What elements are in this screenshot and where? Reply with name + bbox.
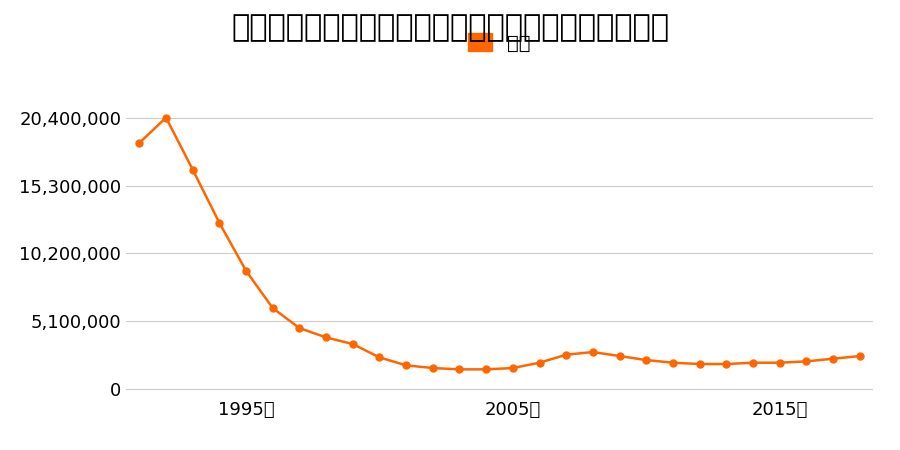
- Text: 大阪府大阪市中央区道頓堀１丁目３７番外の地価推移: 大阪府大阪市中央区道頓堀１丁目３７番外の地価推移: [231, 14, 669, 42]
- Legend: 価格: 価格: [461, 26, 538, 60]
